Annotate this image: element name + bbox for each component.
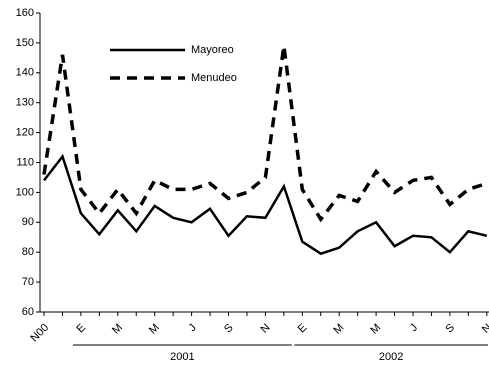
x-tick-label: N (480, 322, 489, 336)
y-tick-label: 140 (16, 67, 34, 79)
x-tick-label: N00 (28, 322, 51, 345)
y-tick-label: 130 (16, 97, 34, 109)
x-tick-label: M (147, 322, 162, 337)
y-tick-label: 120 (16, 127, 34, 139)
x-tick-label: S (222, 322, 236, 336)
series-line (43, 153, 488, 256)
x-tick-label: E (74, 322, 88, 336)
x-tick-label: M (368, 322, 383, 337)
y-tick-label: 60 (22, 306, 34, 318)
x-tick-label: E (296, 322, 310, 336)
y-tick-label: 100 (16, 186, 34, 198)
series-line (42, 45, 488, 223)
group-label: 2002 (379, 351, 403, 363)
x-tick-label: J (186, 322, 198, 334)
legend-label: Menudeo (191, 72, 237, 84)
y-tick-label: 90 (22, 216, 34, 228)
x-tick-label: N (258, 322, 272, 336)
x-tick-label: M (331, 322, 346, 337)
y-tick-label: 80 (22, 246, 34, 258)
group-label: 2001 (170, 351, 194, 363)
y-tick-label: 110 (16, 156, 34, 168)
y-tick-label: 70 (22, 276, 34, 288)
y-tick-label: 150 (16, 37, 34, 49)
y-tick-label: 160 (16, 7, 34, 19)
x-tick-label: J (408, 322, 420, 334)
x-tick-label: M (110, 322, 125, 337)
legend-label: Mayoreo (191, 44, 234, 56)
x-tick-label: S (443, 322, 457, 336)
